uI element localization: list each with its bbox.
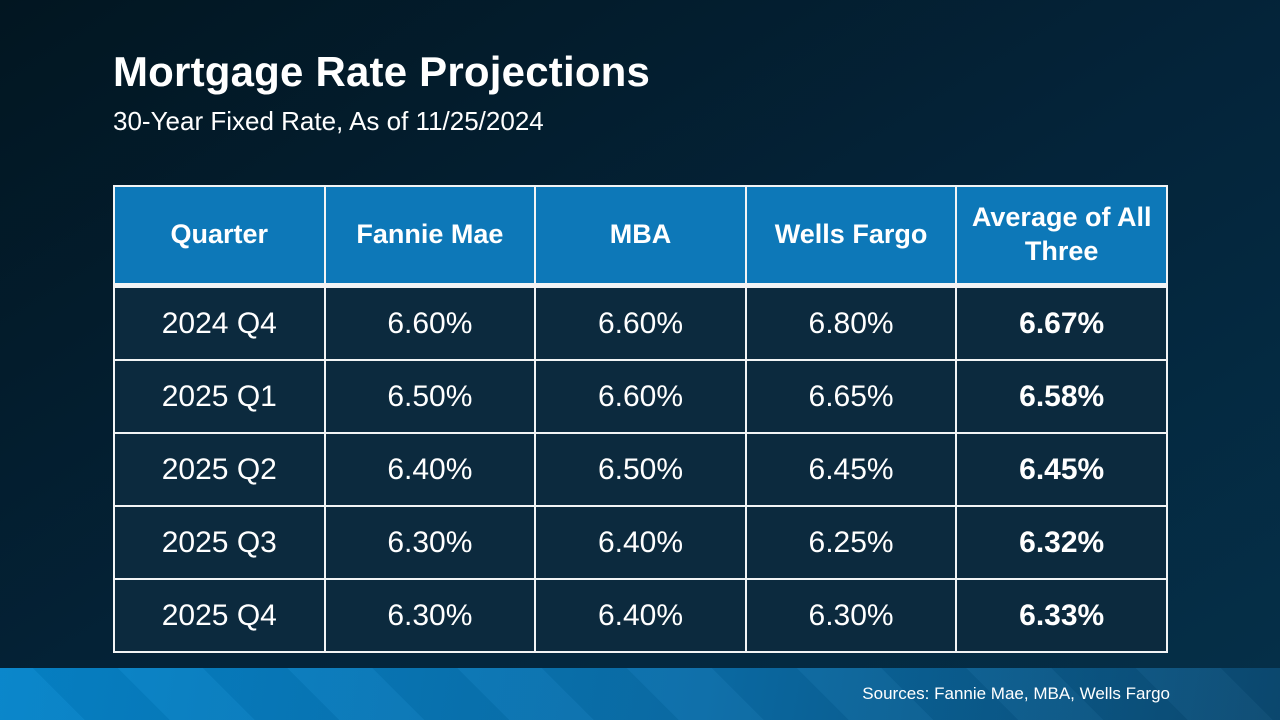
quarter-cell: 2025 Q4	[113, 578, 326, 653]
rate-cell: 6.50%	[534, 432, 747, 507]
table-row: 2025 Q3 6.30% 6.40% 6.25% 6.32%	[113, 505, 1168, 580]
rate-cell: 6.32%	[955, 505, 1168, 580]
rate-cell: 6.40%	[323, 432, 537, 507]
rate-cell: 6.80%	[744, 284, 958, 361]
column-header-wells-fargo: Wells Fargo	[744, 185, 958, 288]
footer-bar: Sources: Fannie Mae, MBA, Wells Fargo	[0, 668, 1280, 720]
rate-cell: 6.65%	[744, 359, 958, 434]
rate-cell: 6.40%	[534, 578, 747, 653]
rate-cell: 6.67%	[955, 284, 1168, 361]
quarter-cell: 2025 Q1	[113, 359, 326, 434]
table-row: 2025 Q1 6.50% 6.60% 6.65% 6.58%	[113, 359, 1168, 434]
quarter-cell: 2025 Q2	[113, 432, 326, 507]
sources-text: Sources: Fannie Mae, MBA, Wells Fargo	[862, 684, 1170, 703]
page-subtitle: 30-Year Fixed Rate, As of 11/25/2024	[113, 106, 544, 136]
rate-cell: 6.30%	[323, 578, 537, 653]
table-row: 2024 Q4 6.60% 6.60% 6.80% 6.67%	[113, 284, 1168, 361]
table-header-row: Quarter Fannie Mae MBA Wells Fargo Average o…	[113, 185, 1168, 288]
column-header-quarter: Quarter	[113, 185, 326, 288]
rate-cell: 6.30%	[323, 505, 537, 580]
mortgage-rate-table: Quarter Fannie Mae MBA Wells Fargo Average o…	[113, 185, 1168, 653]
rate-cell: 6.45%	[744, 432, 958, 507]
rate-cell: 6.60%	[534, 359, 747, 434]
quarter-cell: 2025 Q3	[113, 505, 326, 580]
rate-cell: 6.60%	[534, 284, 747, 361]
page-title: Mortgage Rate Projections	[113, 48, 651, 95]
rate-cell: 6.30%	[744, 578, 958, 653]
column-header-fannie-mae: Fannie Mae	[323, 185, 537, 288]
rate-cell: 6.33%	[955, 578, 1168, 653]
table-row: 2025 Q2 6.40% 6.50% 6.45% 6.45%	[113, 432, 1168, 507]
table-body: 2024 Q4 6.60% 6.60% 6.80% 6.67% 2025 Q1 6.50% 6…	[113, 284, 1168, 653]
rate-cell: 6.45%	[955, 432, 1168, 507]
quarter-cell: 2024 Q4	[113, 284, 326, 361]
rate-cell: 6.60%	[323, 284, 537, 361]
rate-cell: 6.58%	[955, 359, 1168, 434]
column-header-mba: MBA	[534, 185, 747, 288]
column-header-average-of-all-three: Average of All Three	[955, 185, 1168, 288]
rate-cell: 6.40%	[534, 505, 747, 580]
table-row: 2025 Q4 6.30% 6.40% 6.30% 6.33%	[113, 578, 1168, 653]
rate-cell: 6.50%	[323, 359, 537, 434]
table-header: Quarter Fannie Mae MBA Wells Fargo Average o…	[113, 185, 1168, 288]
rate-cell: 6.25%	[744, 505, 958, 580]
